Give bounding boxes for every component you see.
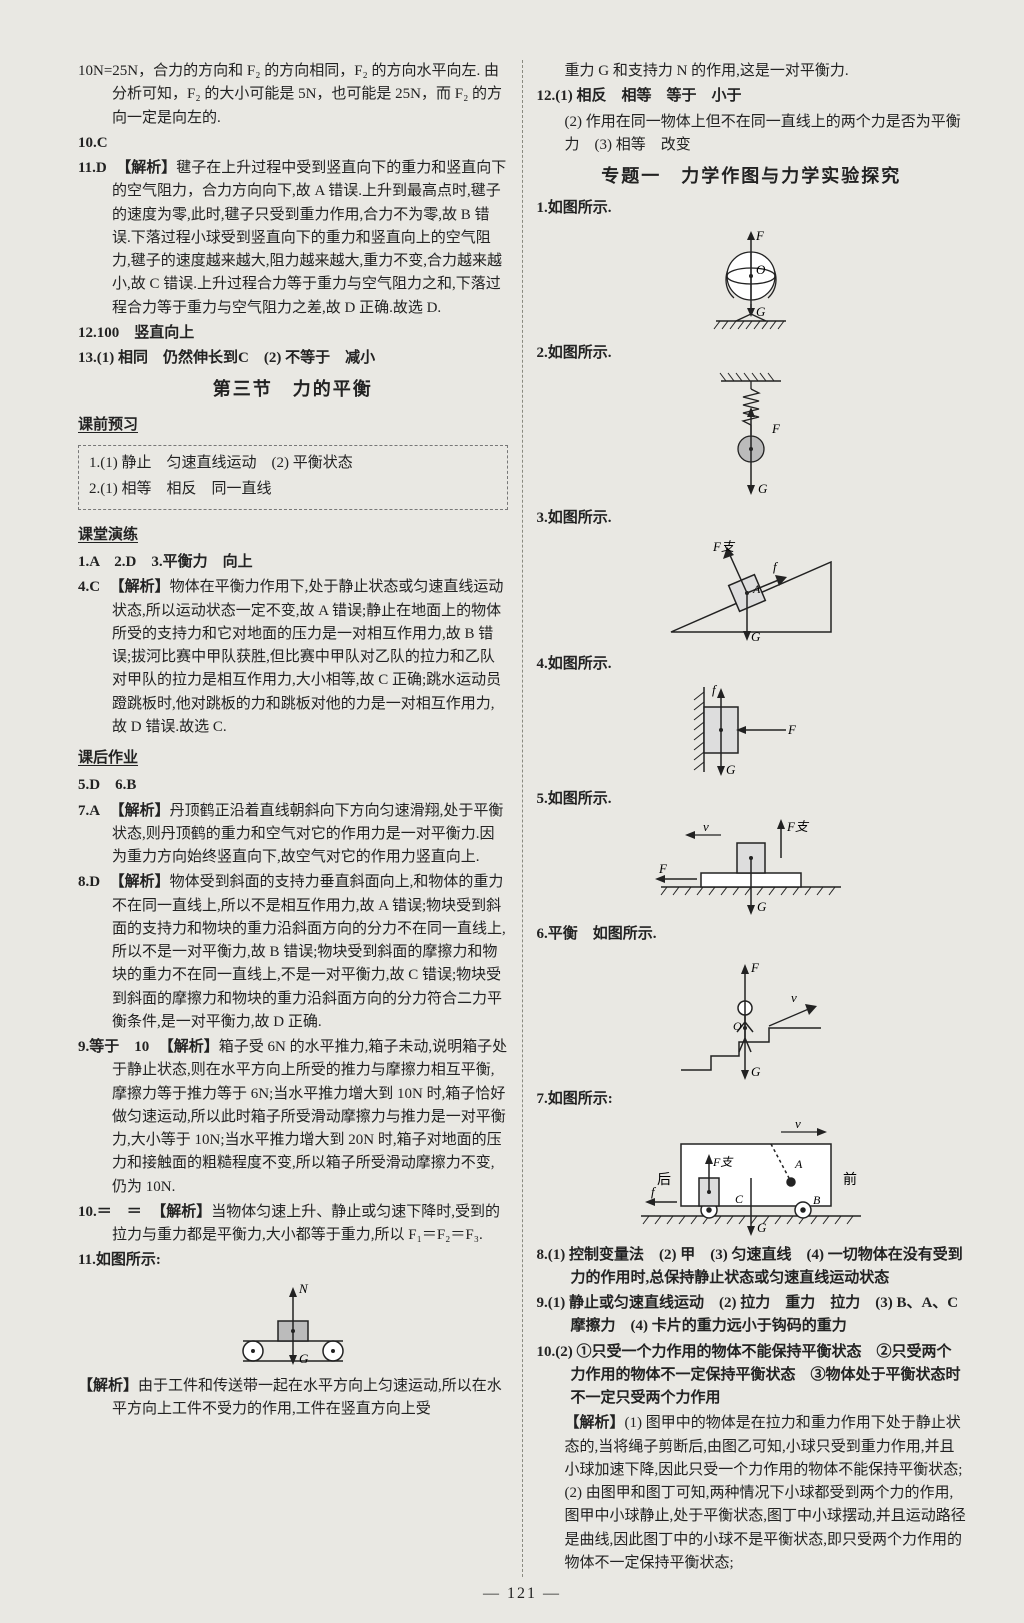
class-q1-3: 1.A 2.D 3.平衡力 向上: [78, 551, 508, 574]
fig7-caption: 7.如图所示:: [537, 1088, 967, 1111]
fig2-caption: 2.如图所示.: [537, 342, 967, 365]
svg-text:f: f: [712, 682, 718, 697]
svg-text:G: G: [751, 1064, 761, 1079]
right-column: 重力 G 和支持力 N 的作用,这是一对平衡力. 12.(1) 相反 相等 等于…: [523, 60, 975, 1577]
svg-text:A: A: [752, 582, 761, 596]
svg-text:A: A: [794, 1157, 803, 1171]
svg-text:v: v: [703, 819, 709, 834]
figure-6-escalator: O F v G: [651, 952, 851, 1082]
svg-text:F: F: [658, 861, 668, 876]
hw-q11: 11.如图所示:: [78, 1249, 508, 1272]
section-3-title: 第三节 力的平衡: [78, 376, 508, 404]
svg-text:C: C: [735, 1192, 744, 1206]
q12: 12.100 竖直向上: [78, 322, 508, 345]
left-column: 10N=25N，合力的方向和 F₂ 的方向相同，F₂ 的方向水平向左. 由分析可…: [70, 60, 522, 1577]
figure-4-wall-block: f F G: [676, 682, 826, 782]
svg-text:G: G: [758, 481, 768, 496]
homework-heading: 课后作业: [78, 747, 138, 770]
right-top: 重力 G 和支持力 N 的作用,这是一对平衡力.: [537, 60, 967, 83]
preview-box: 1.(1) 静止 匀速直线运动 (2) 平衡状态 2.(1) 相等 相反 同一直…: [78, 445, 508, 510]
svg-text:F支: F支: [786, 819, 810, 834]
preview-1: 1.(1) 静止 匀速直线运动 (2) 平衡状态: [89, 452, 497, 475]
right-q9: 9.(1) 静止或匀速直线运动 (2) 拉力 重力 拉力 (3) B、A、C 摩…: [537, 1292, 967, 1339]
hw-q10: 10.＝ ＝ 【解析】当物体匀速上升、静止或匀速下降时,受到的拉力与重力都是平衡…: [78, 1201, 508, 1248]
svg-text:N: N: [298, 1281, 309, 1296]
hw-q7: 7.A 【解析】丹顶鹤正沿着直线朝斜向下方向匀速滑翔,处于平衡状态,则丹顶鹤的重…: [78, 800, 508, 870]
hw-q5-6: 5.D 6.B: [78, 774, 508, 797]
svg-text:G: G: [757, 899, 767, 914]
figure-7-bus: v 后 前 A C F支 f B: [621, 1118, 881, 1238]
figure-2-spring: F G: [696, 371, 806, 501]
hw-q9: 9.等于 10 【解析】箱子受 6N 的水平推力,箱子未动,说明箱子处于静止状态…: [78, 1036, 508, 1199]
hw-q11-analysis: 【解析】由于工件和传送带一起在水平方向上匀速运动,所以在水平方向上工件不受力的作…: [78, 1375, 508, 1422]
svg-text:G: G: [726, 762, 736, 777]
svg-text:F: F: [750, 960, 760, 975]
svg-text:G: G: [756, 304, 766, 319]
svg-text:v: v: [791, 990, 797, 1005]
figure-q11-conveyor: N G: [223, 1279, 363, 1369]
q13: 13.(1) 相同 仍然伸长到C (2) 不等于 减小: [78, 347, 508, 370]
right-q10b: 【解析】(1) 图甲中的物体是在拉力和重力作用下处于静止状态的,当将绳子剪断后,…: [537, 1412, 967, 1575]
fig5-caption: 5.如图所示.: [537, 788, 967, 811]
svg-text:G: G: [757, 1220, 767, 1235]
svg-text:前: 前: [843, 1171, 857, 1188]
page-footer: — 121 —: [70, 1585, 974, 1603]
right-q12b: (2) 作用在同一物体上但不在同一直线上的两个力是否为平衡力 (3) 相等 改变: [537, 111, 967, 158]
right-q10a: 10.(2) ①只受一个力作用的物体不能保持平衡状态 ②只受两个力作用的物体不一…: [537, 1341, 967, 1411]
fig1-caption: 1.如图所示.: [537, 197, 967, 220]
svg-text:F: F: [755, 228, 765, 243]
class-q4: 4.C 【解析】物体在平衡力作用下,处于静止状态或匀速直线运动状态,所以运动状态…: [78, 576, 508, 739]
hw-q8: 8.D 【解析】物体受到斜面的支持力垂直斜面向上,和物体的重力不在同一直线上,所…: [78, 871, 508, 1034]
fig4-caption: 4.如图所示.: [537, 653, 967, 676]
figure-5-ground-block: v F支 F G: [641, 817, 861, 917]
fig3-caption: 3.如图所示.: [537, 507, 967, 530]
q11: 11.D 【解析】毽子在上升过程中受到竖直向下的重力和竖直向下的空气阻力，合力方…: [78, 157, 508, 320]
q10: 10.C: [78, 132, 508, 155]
fig6-caption: 6.平衡 如图所示.: [537, 923, 967, 946]
svg-text:B: B: [813, 1193, 821, 1207]
right-q8: 8.(1) 控制变量法 (2) 甲 (3) 匀速直线 (4) 一切物体在没有受到…: [537, 1244, 967, 1291]
svg-text:O: O: [733, 1019, 742, 1033]
svg-text:后: 后: [657, 1172, 671, 1188]
figure-1-globe: F O G: [686, 226, 816, 336]
preview-2: 2.(1) 相等 相反 同一直线: [89, 478, 497, 501]
intro-para: 10N=25N，合力的方向和 F₂ 的方向相同，F₂ 的方向水平向左. 由分析可…: [78, 60, 508, 130]
svg-text:O: O: [756, 262, 766, 277]
svg-text:G: G: [751, 629, 761, 644]
special-topic-title: 专题一 力学作图与力学实验探究: [537, 163, 967, 191]
figure-3-incline: F支 f A G: [651, 537, 851, 647]
svg-text:v: v: [795, 1118, 801, 1131]
preview-heading: 课前预习: [78, 414, 138, 437]
svg-text:F支: F支: [712, 1155, 734, 1169]
svg-text:F: F: [771, 421, 781, 436]
class-heading: 课堂演练: [78, 524, 138, 547]
svg-text:G: G: [299, 1351, 309, 1366]
svg-text:F: F: [787, 722, 797, 737]
svg-text:f: f: [773, 559, 779, 574]
right-q12a: 12.(1) 相反 相等 等于 小于: [537, 85, 967, 108]
svg-text:F支: F支: [712, 539, 736, 554]
